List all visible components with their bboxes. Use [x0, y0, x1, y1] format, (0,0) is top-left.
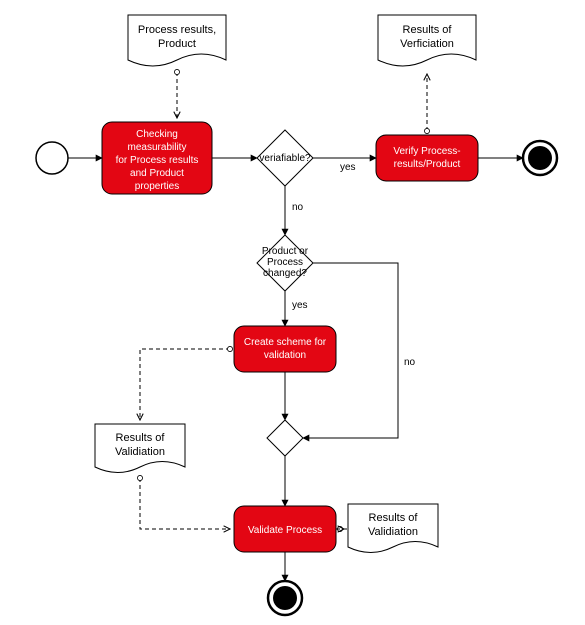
- task-validate-process: Validate Process: [234, 506, 336, 552]
- svg-text:Product or: Product or: [262, 246, 309, 257]
- svg-text:Results of: Results of: [369, 512, 419, 524]
- edge-label-yes2: yes: [292, 300, 308, 311]
- svg-text:Process results,: Process results,: [138, 24, 216, 36]
- svg-text:Validate Process: Validate Process: [248, 525, 322, 536]
- svg-text:Process: Process: [267, 257, 303, 268]
- svg-text:Results of: Results of: [116, 432, 166, 444]
- task-create-scheme-validation: Create scheme for validation: [234, 326, 336, 372]
- doc-process-results-product: Process results, Product: [128, 15, 226, 66]
- edge-label-no2: no: [404, 357, 416, 368]
- doc-results-validation-2: Results of Validiation: [348, 504, 438, 553]
- doc-results-validation-1: Results of Validiation: [95, 424, 185, 473]
- edge-docvalid1-validate: [140, 478, 230, 529]
- edge-scheme-docvalid1: [140, 349, 230, 420]
- start-event: [36, 142, 68, 174]
- end-event-1: [523, 141, 557, 175]
- svg-text:validation: validation: [264, 350, 306, 361]
- gateway-changed: Product or Process changed?: [257, 235, 313, 291]
- svg-text:Verficiation: Verficiation: [400, 38, 454, 50]
- svg-text:measurability: measurability: [128, 142, 187, 153]
- svg-text:veriafiable?: veriafiable?: [259, 153, 311, 164]
- end-event-2: [268, 581, 302, 615]
- svg-text:results/Product: results/Product: [394, 159, 461, 170]
- gateway-verifiable: veriafiable?: [257, 130, 313, 186]
- svg-text:Verify Process-: Verify Process-: [393, 146, 460, 157]
- edge-label-yes1: yes: [340, 162, 356, 173]
- svg-text:changed?: changed?: [263, 268, 307, 279]
- svg-text:properties: properties: [135, 181, 179, 192]
- gateway-merge: [267, 420, 303, 456]
- svg-text:Results of: Results of: [403, 24, 453, 36]
- svg-text:Product: Product: [158, 38, 196, 50]
- svg-text:and Product: and Product: [130, 168, 184, 179]
- svg-text:for Process results: for Process results: [116, 155, 199, 166]
- edge-label-no1: no: [292, 202, 304, 213]
- svg-text:Validiation: Validiation: [115, 446, 165, 458]
- svg-text:Checking: Checking: [136, 129, 178, 140]
- task-verify-process-results: Verify Process- results/Product: [376, 135, 478, 181]
- task-checking-measurability: Checking measurability for Process resul…: [102, 122, 212, 194]
- flowchart-canvas: yes no yes no Process results, Product R…: [0, 0, 585, 625]
- svg-text:Validiation: Validiation: [368, 526, 418, 538]
- doc-results-verification: Results of Verficiation: [378, 15, 476, 66]
- svg-text:Create scheme for: Create scheme for: [244, 337, 327, 348]
